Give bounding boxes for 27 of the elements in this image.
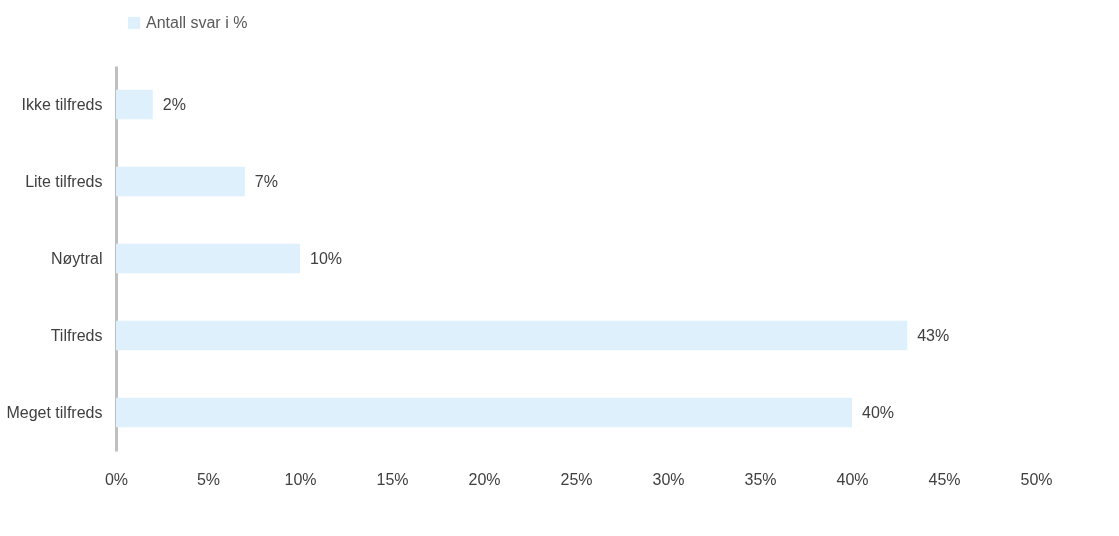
- data-label: 43%: [917, 326, 950, 344]
- y-tick-label: Meget tilfreds: [6, 403, 103, 421]
- data-label: 40%: [862, 403, 895, 421]
- x-tick-label: 10%: [284, 470, 317, 488]
- bar: [116, 320, 908, 351]
- x-tick-label: 50%: [1020, 470, 1053, 488]
- bar: [116, 397, 852, 428]
- x-tick-label: 35%: [744, 470, 777, 488]
- bar: [116, 243, 300, 274]
- x-tick-label: 25%: [560, 470, 593, 488]
- data-label: 10%: [310, 249, 343, 267]
- y-tick-label: Ikke tilfreds: [21, 95, 103, 113]
- data-label: 7%: [254, 172, 278, 190]
- x-tick-label: 45%: [928, 470, 961, 488]
- legend-label: Antall svar i %: [146, 14, 248, 31]
- x-tick-label: 40%: [836, 470, 869, 488]
- data-label: 2%: [162, 95, 186, 113]
- x-tick-label: 20%: [468, 470, 501, 488]
- x-tick-label: 15%: [376, 470, 409, 488]
- x-tick-label: 30%: [652, 470, 685, 488]
- y-tick-label: Nøytral: [50, 249, 103, 267]
- x-tick-label: 0%: [104, 470, 129, 488]
- y-tick-label: Lite tilfreds: [25, 172, 103, 190]
- y-tick-label: Tilfreds: [50, 326, 103, 344]
- x-tick-label: 5%: [196, 470, 221, 488]
- bar: [116, 166, 245, 197]
- bar: [116, 89, 153, 120]
